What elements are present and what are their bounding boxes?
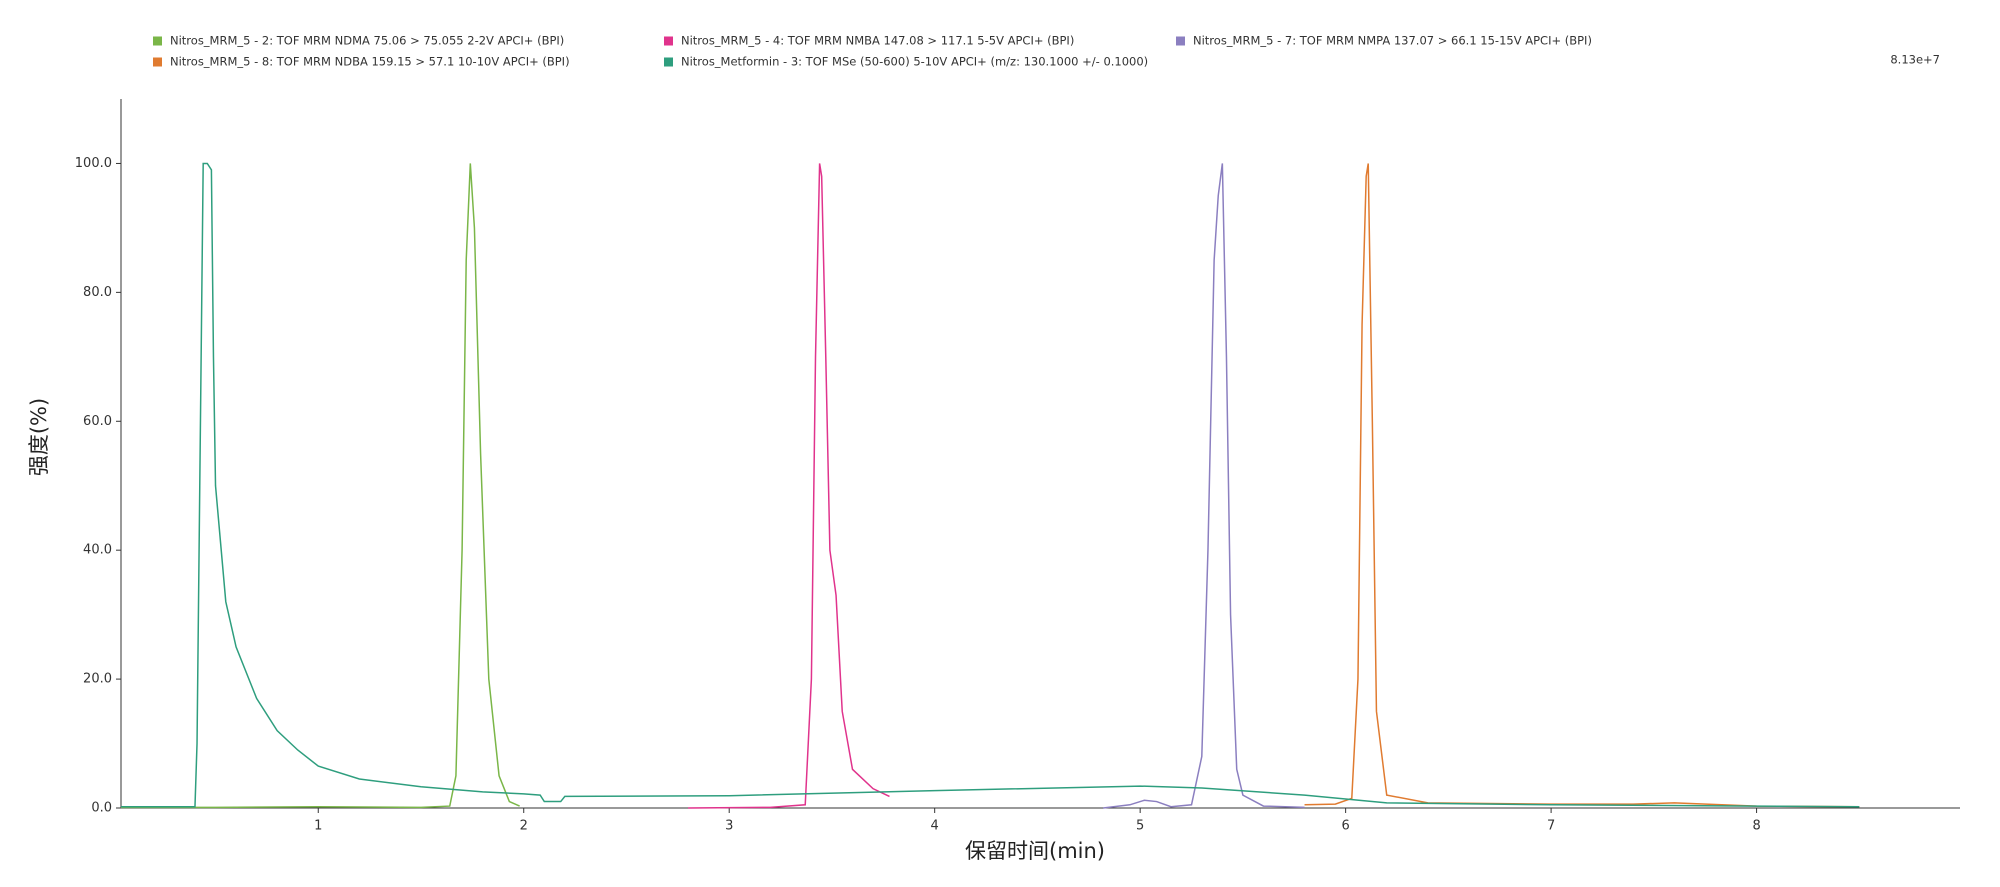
intensity-scale: 8.13e+7 bbox=[1890, 53, 1940, 67]
series-line bbox=[1304, 163, 1860, 808]
series-line bbox=[121, 162, 1860, 808]
series-line bbox=[121, 163, 520, 809]
series-line bbox=[1103, 163, 1305, 809]
legend-swatch bbox=[153, 57, 162, 67]
y-tick-label: 60.0 bbox=[83, 414, 112, 429]
x-tick-label: 5 bbox=[1136, 819, 1144, 834]
y-tick-label: 20.0 bbox=[83, 672, 112, 687]
legend-label: Nitros_MRM_5 - 8: TOF MRM NDBA 159.15 > … bbox=[170, 55, 570, 69]
legend-label: Nitros_MRM_5 - 2: TOF MRM NDMA 75.06 > 7… bbox=[170, 34, 564, 48]
x-tick-label: 7 bbox=[1547, 819, 1555, 834]
y-tick-label: 100.0 bbox=[75, 156, 112, 171]
x-tick-label: 8 bbox=[1752, 819, 1760, 834]
legend-swatch bbox=[153, 36, 162, 46]
y-axis-title: 强度(%) bbox=[27, 398, 51, 476]
legend-swatch bbox=[1176, 36, 1185, 46]
y-tick-label: 0.0 bbox=[91, 801, 112, 816]
x-tick-label: 4 bbox=[931, 819, 939, 834]
y-tick-label: 40.0 bbox=[83, 543, 112, 558]
y-tick-label: 80.0 bbox=[83, 285, 112, 300]
x-tick-label: 2 bbox=[520, 819, 528, 834]
x-axis-title: 保留时间(min) bbox=[965, 839, 1105, 863]
x-tick-label: 3 bbox=[725, 819, 733, 834]
series-line bbox=[688, 163, 890, 809]
legend-label: Nitros_MRM_5 - 4: TOF MRM NMBA 147.08 > … bbox=[681, 34, 1074, 48]
x-tick-label: 1 bbox=[314, 819, 322, 834]
legend-swatch bbox=[664, 36, 673, 46]
legend-label: Nitros_MRM_5 - 7: TOF MRM NMPA 137.07 > … bbox=[1193, 34, 1592, 48]
x-tick-label: 6 bbox=[1341, 819, 1349, 834]
legend-swatch bbox=[664, 57, 673, 67]
legend-label: Nitros_Metformin - 3: TOF MSe (50-600) 5… bbox=[681, 55, 1148, 69]
